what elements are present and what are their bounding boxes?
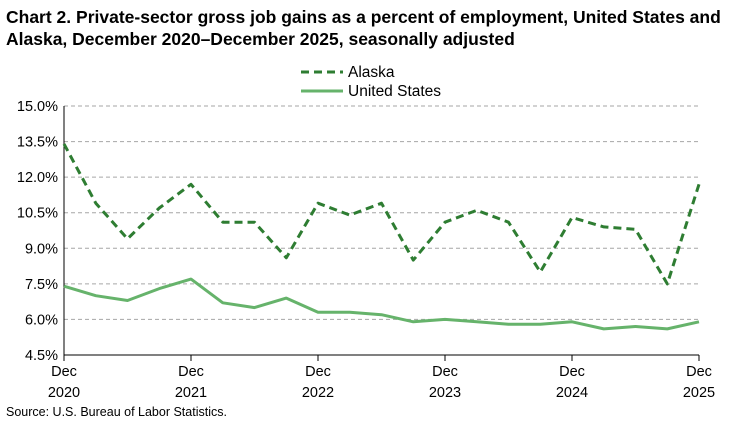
legend-label: Alaska	[348, 64, 395, 81]
y-tick-label: 13.5%	[17, 135, 58, 151]
x-tick-month: Dec	[686, 364, 712, 380]
grid-lines	[64, 105, 699, 320]
x-tick-year: 2023	[429, 385, 461, 401]
united-states-series-line	[63, 277, 700, 331]
y-tick-label: 6.0%	[25, 312, 58, 328]
x-tick-label: Dec 2020	[48, 364, 80, 401]
x-tick-year: 2020	[48, 385, 80, 401]
legend: Alaska United States	[301, 64, 441, 100]
x-tick-month: Dec	[178, 364, 204, 380]
y-tick-label: 9.0%	[25, 241, 58, 257]
x-tick-label: Dec 2025	[683, 364, 715, 401]
x-tick-year: 2022	[302, 385, 334, 401]
y-tick-label: 15.0%	[17, 99, 58, 115]
source-note: Source: U.S. Bureau of Labor Statistics.	[6, 405, 227, 419]
x-tick-month: Dec	[432, 364, 458, 380]
x-tick-label: Dec 2021	[175, 364, 207, 401]
alaska-series-line	[62, 143, 701, 286]
x-tick-year: 2024	[556, 385, 588, 401]
y-tick-label: 7.5%	[25, 277, 58, 293]
legend-label: United States	[348, 83, 441, 100]
x-tick-year: 2025	[683, 385, 715, 401]
x-tick-label: Dec 2022	[302, 364, 334, 401]
x-tick-month: Dec	[559, 364, 585, 380]
y-tick-label: 10.5%	[17, 206, 58, 222]
x-tick-label: Dec 2024	[556, 364, 588, 401]
x-tick-month: Dec	[305, 364, 331, 380]
y-tick-label: 4.5%	[25, 348, 58, 364]
x-tick-year: 2021	[175, 385, 207, 401]
y-tick-label: 12.0%	[17, 170, 58, 186]
series-lines	[62, 143, 701, 331]
x-tick-label: Dec 2023	[429, 364, 461, 401]
axes	[63, 106, 699, 356]
x-tick-month: Dec	[51, 364, 77, 380]
y-axis-tick-labels: 4.5% 6.0% 7.5% 9.0% 10.5% 12.0% 13.5% 15.0%	[17, 99, 58, 364]
chart-title: Chart 2. Private-sector gross job gains …	[6, 7, 721, 49]
x-axis-tick-labels: Dec 2020 Dec 2021 Dec 2022 Dec 2023 Dec 2024 Dec 20…	[48, 355, 715, 401]
